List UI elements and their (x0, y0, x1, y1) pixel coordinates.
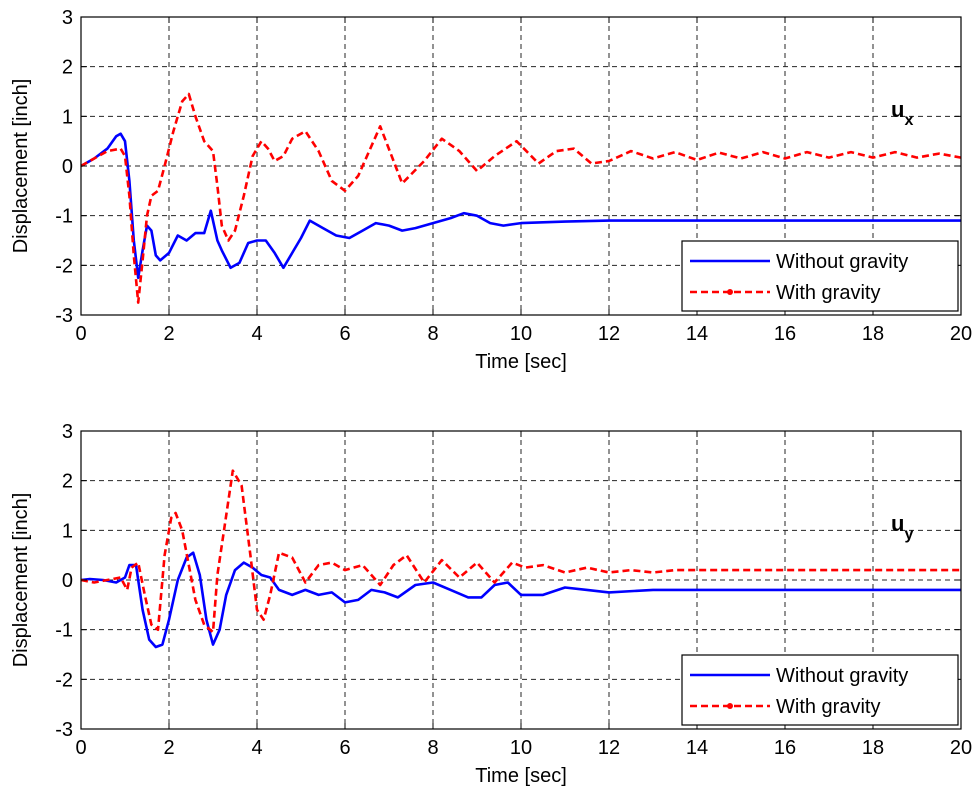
y-tick-label: 0 (62, 570, 73, 592)
x-tick-label: 14 (686, 737, 708, 759)
x-tick-label: 16 (774, 737, 796, 759)
legend: Without gravity With gravity (681, 654, 959, 726)
x-tick-label: 10 (510, 737, 532, 759)
series-annotation: uy (891, 511, 913, 543)
legend: Without gravity With gravity (681, 240, 959, 312)
y-tick-label: -1 (55, 206, 73, 228)
series-line-with-gravity (80, 469, 961, 634)
y-tick-label: -3 (55, 305, 73, 327)
x-tick-label: 16 (774, 323, 796, 345)
x-tick-label: 4 (251, 737, 262, 759)
y-tick-label: 2 (62, 57, 73, 79)
legend-label: With gravity (776, 282, 880, 304)
grid (81, 431, 961, 729)
x-tick-label: 6 (339, 323, 350, 345)
y-tick-label: 1 (62, 106, 73, 128)
x-tick-label: 20 (950, 323, 972, 345)
legend-marker (727, 703, 733, 709)
y-tick-label: -3 (55, 719, 73, 741)
legend-marker (727, 289, 733, 295)
x-tick-label: 2 (163, 323, 174, 345)
x-tick-label: 6 (339, 737, 350, 759)
x-axis-label: Time [sec] (475, 351, 567, 373)
x-tick-label: 10 (510, 323, 532, 345)
legend-label: Without gravity (776, 251, 908, 273)
legend-box (681, 654, 959, 726)
legend-box (681, 240, 959, 312)
x-tick-label: 12 (598, 737, 620, 759)
y-tick-label: -1 (55, 620, 73, 642)
annotation-subscript: x (904, 112, 913, 129)
x-tick-label: 8 (427, 323, 438, 345)
x-tick-label: 18 (862, 737, 884, 759)
x-tick-label: 4 (251, 323, 262, 345)
legend-label: Without gravity (776, 665, 908, 687)
x-tick-label: 2 (163, 737, 174, 759)
annotation-subscript: y (904, 526, 913, 543)
y-axis-label: Displacement [inch] (10, 493, 32, 668)
series-line-without-gravity (80, 132, 961, 280)
x-tick-label: 0 (75, 737, 86, 759)
y-tick-label: -2 (55, 669, 73, 691)
y-tick-label: 1 (62, 520, 73, 542)
series-line-with-gravity (80, 92, 962, 304)
x-tick-label: 20 (950, 737, 972, 759)
y-tick-label: 3 (62, 7, 73, 29)
x-tick-label: 12 (598, 323, 620, 345)
x-tick-label: 18 (862, 323, 884, 345)
legend-label: With gravity (776, 696, 880, 718)
x-tick-label: 14 (686, 323, 708, 345)
annotation-base: u (891, 97, 904, 122)
annotation-base: u (891, 511, 904, 536)
x-axis-label: Time [sec] (475, 765, 567, 787)
y-tick-label: 2 (62, 471, 73, 493)
x-tick-label: 0 (75, 323, 86, 345)
y-axis-label: Displacement [inch] (10, 79, 32, 254)
series-annotation: ux (891, 97, 913, 129)
series-line-without-gravity (80, 551, 961, 649)
y-tick-label: 3 (62, 421, 73, 443)
y-tick-label: 0 (62, 156, 73, 178)
x-tick-label: 8 (427, 737, 438, 759)
y-tick-label: -2 (55, 255, 73, 277)
